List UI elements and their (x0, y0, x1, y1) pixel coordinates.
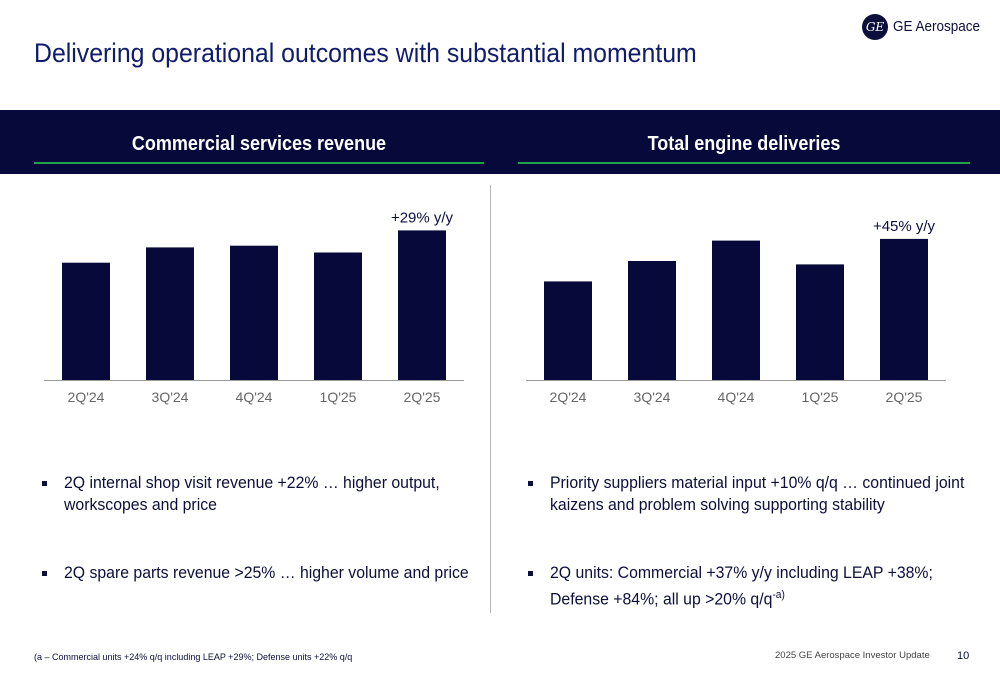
x-tick-label: 3Q'24 (634, 389, 671, 405)
x-tick-label: 2Q'24 (550, 389, 587, 405)
total-engine-deliveries-chart: 2Q'24 3Q'24 4Q'24 1Q'25 2Q'25 +45% y/y (512, 196, 952, 416)
x-tick-label: 4Q'24 (236, 389, 273, 405)
bullet-text-with-footnote: 2Q units: Commercial +37% y/y including … (550, 562, 991, 611)
bullet-item: 2Q internal shop visit revenue +22% … hi… (42, 472, 482, 516)
chart-title-commercial-services: Commercial services revenue (131, 133, 387, 155)
bar-4q24 (712, 240, 760, 380)
footnote-marker: -a) (772, 589, 785, 601)
bar-1q25 (314, 252, 362, 380)
x-tick-label: 4Q'24 (718, 389, 755, 405)
bullet-text: 2Q spare parts revenue >25% … higher vol… (64, 563, 469, 582)
x-tick-label: 1Q'25 (320, 389, 357, 405)
x-tick-label: 2Q'25 (886, 389, 923, 405)
engine-deliveries-chart-svg: 2Q'24 3Q'24 4Q'24 1Q'25 2Q'25 +45% y/y (526, 218, 946, 405)
engine-deliveries-bullets: Priority suppliers material input +10% q… (528, 472, 993, 657)
logo-text: GE Aerospace (893, 18, 981, 35)
x-tick-label: 3Q'24 (152, 389, 189, 405)
column-divider (490, 185, 491, 613)
x-tick-label: 2Q'24 (68, 389, 105, 405)
bullet-item: 2Q spare parts revenue >25% … higher vol… (42, 562, 482, 584)
chart-title-engine-deliveries: Total engine deliveries (647, 133, 841, 155)
x-tick-label: 2Q'25 (404, 389, 441, 405)
bullet-text: Priority suppliers material input +10% q… (550, 473, 965, 514)
bullet-item: Priority suppliers material input +10% q… (528, 472, 993, 516)
bullet-item: 2Q units: Commercial +37% y/y including … (528, 562, 993, 611)
ge-monogram-icon: GE (862, 14, 888, 40)
bar-2q25 (880, 238, 928, 380)
footnote: (a – Commercial units +24% q/q including… (34, 652, 353, 662)
x-tick-label: 1Q'25 (802, 389, 839, 405)
yoy-growth-label: +45% y/y (873, 218, 936, 235)
bar-2q24 (62, 262, 110, 380)
commercial-services-bullets: 2Q internal shop visit revenue +22% … hi… (42, 472, 482, 630)
title-underline-left (34, 162, 484, 164)
bullet-square-icon (42, 571, 47, 576)
bar-2q25 (398, 230, 446, 380)
page-title: Delivering operational outcomes with sub… (34, 38, 697, 68)
title-underline-right (518, 162, 970, 164)
bullet-text: 2Q units: Commercial +37% y/y including … (550, 563, 933, 609)
commercial-services-revenue-chart: 2Q'24 3Q'24 4Q'24 1Q'25 2Q'25 +29% y/y (30, 196, 470, 416)
bar-4q24 (230, 245, 278, 380)
bullet-square-icon (42, 481, 47, 486)
page-number: 10 (957, 650, 970, 662)
bar-2q24 (544, 281, 592, 380)
bullet-text: 2Q internal shop visit revenue +22% … hi… (64, 473, 440, 514)
yoy-growth-label: +29% y/y (391, 209, 454, 226)
bullet-square-icon (528, 481, 533, 486)
footer-event-name: 2025 GE Aerospace Investor Update (775, 650, 930, 661)
bullet-square-icon (528, 571, 533, 576)
bar-1q25 (796, 264, 844, 380)
bar-3q24 (628, 261, 676, 380)
bar-3q24 (146, 247, 194, 380)
commercial-services-chart-svg: 2Q'24 3Q'24 4Q'24 1Q'25 2Q'25 +29% y/y (44, 209, 464, 405)
